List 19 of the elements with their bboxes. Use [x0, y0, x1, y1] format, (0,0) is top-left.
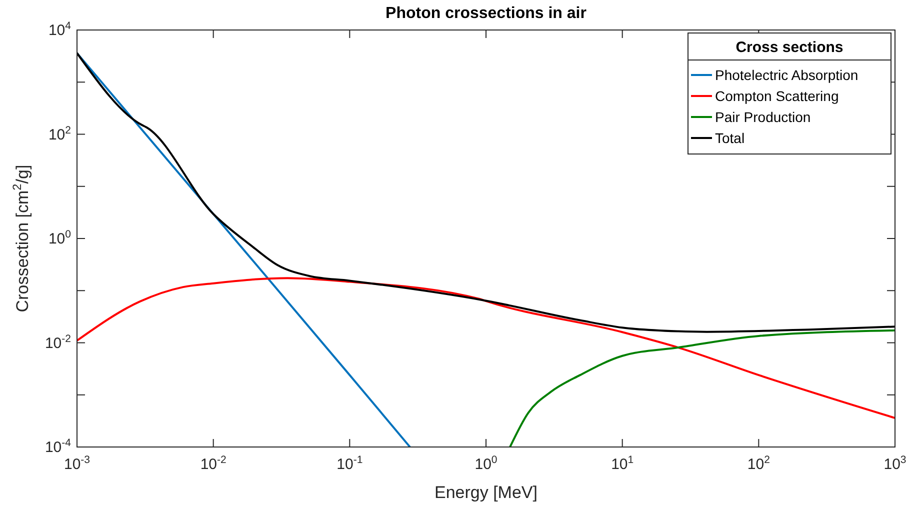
legend-label: Total	[715, 130, 745, 146]
x-tick-label: 10$^{-2}$	[200, 454, 226, 473]
y-tick-label: 10$^{4}$	[48, 20, 72, 39]
x-axis-title: Energy [MeV]	[434, 483, 538, 502]
chart-title: Photon crossections in air	[386, 5, 586, 22]
y-tick-label: 10$^{0}$	[48, 228, 72, 248]
x-tick-label: 10$^{1}$	[611, 454, 634, 473]
x-tick-label: 10$^{-3}$	[64, 454, 90, 473]
x-tick-label: 10$^{3}$	[884, 454, 906, 473]
x-tick-label: 10$^{0}$	[474, 454, 498, 473]
y-tick-label: 10$^{-4}$	[44, 437, 72, 456]
x-tick-label: 10$^{2}$	[747, 454, 770, 473]
legend-label: Photelectric Absorption	[715, 67, 858, 83]
y-tick-label: 10$^{-2}$	[44, 332, 72, 352]
legend-label: Compton Scattering	[715, 88, 839, 104]
x-tick-label: 10$^{-1}$	[336, 454, 363, 473]
legend-title: Cross sections	[736, 39, 844, 56]
legend-label: Pair Production	[715, 109, 811, 125]
y-tick-label: 10$^{2}$	[48, 124, 72, 144]
